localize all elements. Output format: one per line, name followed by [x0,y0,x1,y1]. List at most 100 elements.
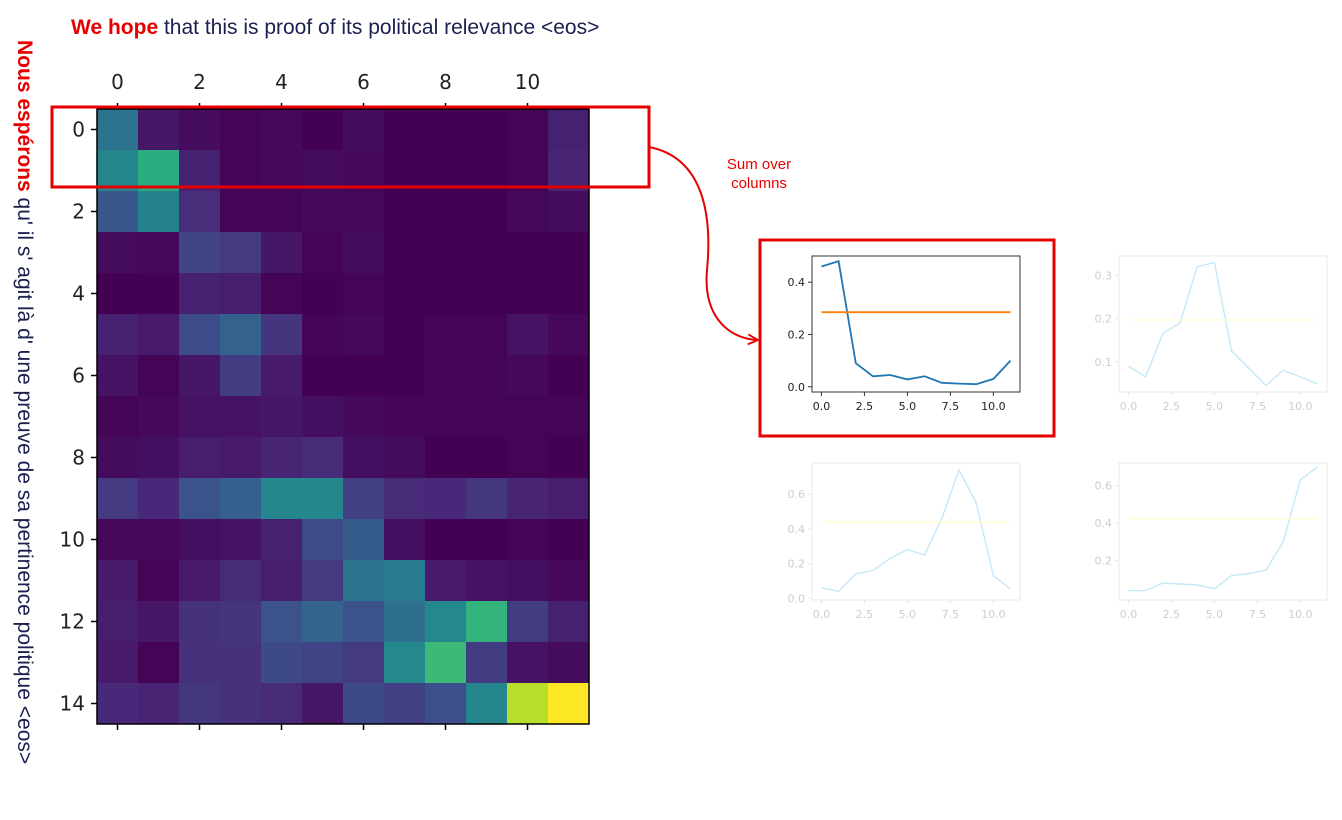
heatmap-cell [261,314,303,356]
plot-y-tick-label: 0.2 [1095,555,1113,568]
plot-x-tick-label: 2.5 [856,400,874,413]
target-highlight: Nous espérons [13,40,36,192]
heatmap-cell [220,273,262,315]
heatmap-x-tick-label: 10 [515,70,540,94]
heatmap-cell [97,232,139,274]
heatmap-cell [343,109,385,151]
heatmap-cell [507,355,549,397]
plot-y-tick-label: 0.4 [788,276,806,289]
attention-heatmap: 0 2 4 6 8 10 0 2 4 6 8 10 12 14 [60,70,590,730]
heatmap-cell [302,478,344,520]
heatmap-cell [302,273,344,315]
plot-y-tick-label: 0.6 [1095,480,1113,493]
heatmap-cell [302,601,344,643]
heatmap-x-tick-label: 4 [275,70,288,94]
column-sum-line [1128,261,1318,387]
heatmap-cell [97,109,139,151]
heatmap-cell [179,601,221,643]
heatmap-y-tick-label: 14 [60,692,85,716]
heatmap-cell [179,232,221,274]
heatmap-cell [507,314,549,356]
heatmap-cell [507,396,549,438]
heatmap-cell [302,109,344,151]
plot-y-tick-label: 0.2 [788,328,806,341]
heatmap-cell [97,191,139,233]
heatmap-cell [179,273,221,315]
heatmap-cell [302,314,344,356]
plot-x-tick-label: 0.0 [813,400,831,413]
heatmap-cell [343,478,385,520]
heatmap-x-tick-label: 6 [357,70,370,94]
heatmap-cell [179,560,221,602]
plot-x-tick-label: 2.5 [1163,608,1181,621]
heatmap-cell [425,519,467,561]
heatmap-cell [343,314,385,356]
sum-annotation-line-1: Sum over [726,156,792,173]
heatmap-cell [548,314,590,356]
heatmap-y-tick-label: 8 [72,446,85,470]
heatmap-cell [261,109,303,151]
heatmap-cell [138,191,180,233]
heatmap-cell [343,355,385,397]
heatmap-cell [138,560,180,602]
heatmap-cell [138,232,180,274]
heatmap-cell [179,191,221,233]
heatmap-cell [302,437,344,479]
plot-y-tick-label: 0.4 [1095,517,1113,530]
line-plot-4: 0.0 2.5 5.0 7.5 10.0 0.2 0.4 0.6 [1095,462,1328,621]
heatmap-cell [343,560,385,602]
plot-y-tick-label: 0.0 [788,592,806,605]
heatmap-cell [466,519,508,561]
heatmap-cell [548,273,590,315]
heatmap-cell [261,150,303,192]
heatmap-cell [384,273,426,315]
heatmap-cell [220,396,262,438]
plot-x-tick-label: 7.5 [942,400,960,413]
plot-x-tick-label: 7.5 [1249,400,1267,413]
heatmap-x-tick-label: 2 [193,70,206,94]
heatmap-cell [343,232,385,274]
heatmap-cell [302,232,344,274]
heatmap-cell [302,191,344,233]
connector-arrow [648,146,757,340]
column-sum-line [1128,466,1318,592]
plot-x-tick-label: 5.0 [1206,400,1224,413]
heatmap-cell [384,232,426,274]
heatmap-cell [425,191,467,233]
heatmap-cell [548,396,590,438]
plot-y-tick-label: 0.6 [788,488,806,501]
source-rest: that this is proof of its political rele… [158,16,600,39]
heatmap-cell [261,560,303,602]
heatmap-cell [384,396,426,438]
source-sentence: We hope that this is proof of its politi… [71,16,599,40]
heatmap-cell [343,273,385,315]
heatmap-cell [466,273,508,315]
plot-x-tick-label: 0.0 [813,608,831,621]
heatmap-cell [179,478,221,520]
target-rest: qu' il s' agit là d' une preuve de sa pe… [13,191,36,765]
plot-x-tick-label: 2.5 [1163,400,1181,413]
heatmap-cell [261,478,303,520]
line-plots: 0.0 2.5 5.0 7.5 10.0 0.0 0.2 0.4 0.0 2.5 5.0 7.5 10.… [788,255,1328,621]
heatmap-cell [548,478,590,520]
heatmap-cell [466,150,508,192]
heatmap-cell [466,560,508,602]
heatmap-cell [548,683,590,725]
heatmap-cell [425,478,467,520]
heatmap-cell [97,314,139,356]
heatmap-cell [179,642,221,684]
heatmap-cell [97,642,139,684]
heatmap-y-tick-label: 4 [72,282,85,306]
heatmap-cell [302,683,344,725]
heatmap-cell [548,150,590,192]
heatmap-cell [466,601,508,643]
column-sum-line [821,260,1012,386]
heatmap-cell [138,601,180,643]
heatmap-cell [220,355,262,397]
heatmap-cell [302,519,344,561]
heatmap-cell [179,150,221,192]
heatmap-cell [138,273,180,315]
heatmap-cell [343,191,385,233]
heatmap-cell [548,601,590,643]
plot-frame [811,462,1021,601]
